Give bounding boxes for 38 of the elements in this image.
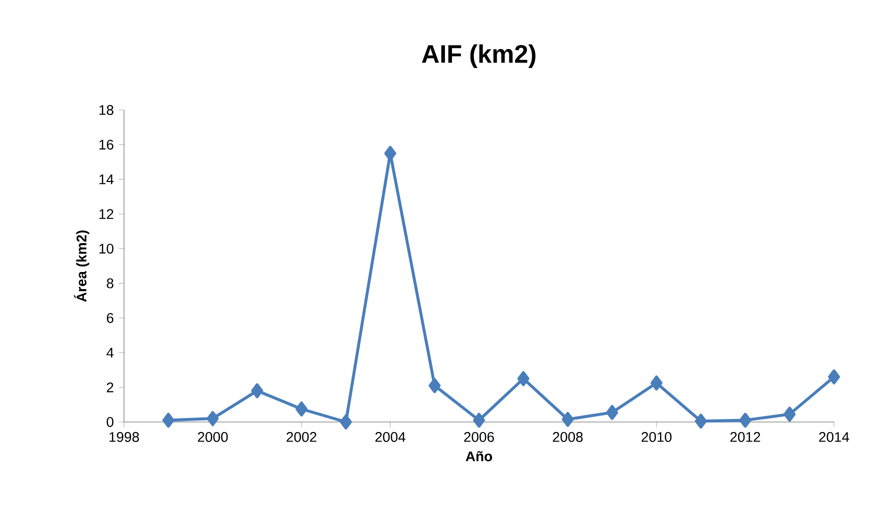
y-tick-label: 12 <box>99 209 114 219</box>
x-tick-label: 2014 <box>819 432 850 442</box>
x-tick-label: 2002 <box>286 432 316 442</box>
x-tick-label: 1998 <box>110 432 139 442</box>
y-tick-label: 6 <box>106 313 114 323</box>
point <box>517 371 530 386</box>
y-tick-label: 14 <box>99 174 114 184</box>
y-axis-title: Área (km2) <box>74 230 90 302</box>
point <box>428 378 441 394</box>
point <box>784 406 796 422</box>
chart-title: AIF (km2) <box>422 44 536 68</box>
y-tick-label: 2 <box>106 382 114 392</box>
point <box>694 414 707 429</box>
point <box>251 383 264 398</box>
point <box>606 404 618 420</box>
x-tick-label: 2008 <box>552 432 583 442</box>
y-tick-label: 18 <box>99 105 114 115</box>
x-axis-title: Año <box>466 451 492 462</box>
point <box>340 414 352 430</box>
point <box>828 369 840 384</box>
point <box>206 411 219 426</box>
x-tick-label: 2010 <box>642 432 672 442</box>
point <box>296 402 308 416</box>
y-tick-label: 0 <box>106 417 114 427</box>
point <box>650 376 662 390</box>
point <box>739 412 752 428</box>
x-tick-label: 2012 <box>730 432 760 442</box>
x-tick-label: 2000 <box>198 432 228 442</box>
y-tick-label: 4 <box>106 348 114 358</box>
y-tick-label: 16 <box>99 140 114 150</box>
y-tick-label: 8 <box>106 278 114 288</box>
point <box>562 412 574 427</box>
x-tick-label: 2004 <box>375 432 406 442</box>
point <box>473 412 485 428</box>
point <box>384 146 396 161</box>
x-tick-label: 2006 <box>464 432 494 442</box>
point <box>162 412 174 428</box>
y-tick-label: 10 <box>99 244 114 254</box>
